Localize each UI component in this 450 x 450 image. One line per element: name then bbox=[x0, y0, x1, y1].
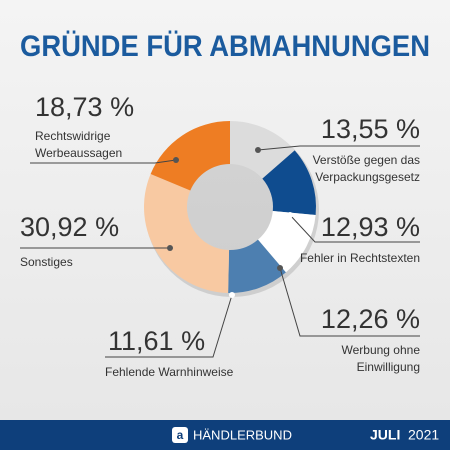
donut-slice bbox=[228, 239, 286, 293]
leader-dot bbox=[173, 157, 179, 163]
brand-logo-glyph: a bbox=[177, 428, 184, 442]
leader-dot bbox=[287, 212, 293, 218]
leader-dot bbox=[229, 292, 235, 298]
donut-slice bbox=[257, 210, 316, 273]
chart-title: GRÜNDE FÜR ABMAHNUNGEN bbox=[20, 30, 430, 63]
value-label: 30,92 % bbox=[20, 212, 120, 242]
category-label: Rechtswidrige Werbeaussagen bbox=[35, 129, 123, 160]
category-label: Fehler in Rechtstexten bbox=[299, 251, 420, 265]
leader-dot bbox=[255, 147, 261, 153]
leader-line bbox=[105, 294, 233, 358]
leader-dot bbox=[277, 265, 283, 271]
donut-slice bbox=[262, 150, 316, 215]
date-month: JULI bbox=[370, 427, 400, 443]
value-label: 13,55 % bbox=[320, 114, 420, 144]
value-label: 18,73 % bbox=[35, 92, 135, 122]
value-label: 11,61 % bbox=[108, 326, 206, 356]
leader-line bbox=[30, 159, 177, 164]
category-label: Sonstiges bbox=[20, 255, 73, 269]
category-label: Werbung ohne Einwilligung bbox=[341, 343, 420, 374]
footer-bar bbox=[0, 420, 450, 450]
leader-dot bbox=[167, 245, 173, 251]
donut-slice bbox=[150, 121, 230, 191]
date-year: 2021 bbox=[408, 427, 439, 443]
value-label: 12,93 % bbox=[320, 212, 420, 242]
brand-logo bbox=[172, 427, 188, 443]
leader-line bbox=[289, 214, 420, 243]
leader-line bbox=[279, 267, 420, 337]
brand-name: HÄNDLERBUND bbox=[193, 427, 292, 442]
leader-line bbox=[257, 145, 420, 151]
category-label: Fehlende Warnhinweise bbox=[105, 365, 234, 379]
category-label: Verstöße gegen das Verpackungsgesetz bbox=[312, 153, 420, 184]
donut-slice bbox=[144, 173, 230, 293]
value-label: 12,26 % bbox=[320, 304, 420, 334]
